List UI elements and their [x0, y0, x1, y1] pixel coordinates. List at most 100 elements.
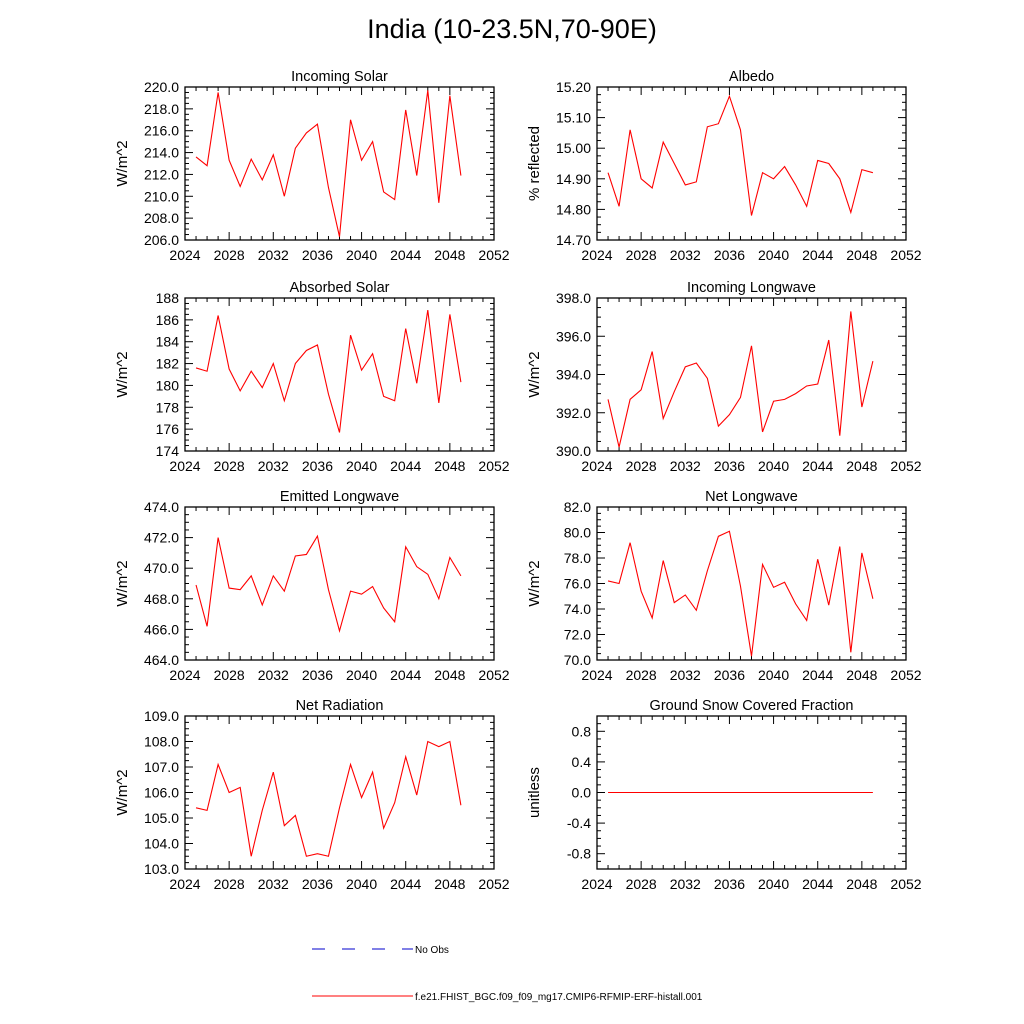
- y-tick-label: 212.0: [144, 166, 179, 182]
- plot-frame: [184, 715, 495, 870]
- x-tick-label: 2036: [714, 247, 745, 263]
- chart-panel-8: Ground Snow Covered Fraction unitless 2024…: [526, 698, 922, 892]
- x-tick-label: 2052: [890, 667, 921, 683]
- y-tick-label: 15.20: [556, 79, 591, 95]
- y-tick-label: 76.0: [564, 576, 591, 592]
- x-tick-label: 2036: [714, 458, 745, 474]
- x-tick-label: 2044: [802, 876, 833, 892]
- chart-title: Emitted Longwave: [280, 489, 399, 505]
- x-tick-label: 2024: [581, 876, 612, 892]
- x-tick-label: 2028: [626, 876, 657, 892]
- y-axis-label: W/m^2: [526, 560, 543, 606]
- y-tick-label: 70.0: [564, 652, 591, 668]
- legend-label: f.e21.FHIST_BGC.f09_f09_mg17.CMIP6-RFMIP…: [415, 992, 703, 1003]
- y-tick-label: 206.0: [144, 232, 179, 248]
- x-tick-label: 2024: [169, 876, 200, 892]
- chart-title: Ground Snow Covered Fraction: [650, 698, 854, 714]
- x-tick-label: 2028: [626, 667, 657, 683]
- y-tick-label: 184: [156, 334, 180, 350]
- y-tick-label: 14.90: [556, 171, 591, 187]
- x-tick-label: 2044: [390, 667, 421, 683]
- x-tick-label: 2044: [390, 247, 421, 263]
- y-tick-label: 220.0: [144, 79, 179, 95]
- x-tick-label: 2032: [258, 458, 289, 474]
- x-tick-label: 2036: [302, 876, 333, 892]
- x-tick-label: 2024: [581, 458, 612, 474]
- x-tick-label: 2052: [478, 876, 509, 892]
- y-axis-label: W/m^2: [114, 560, 131, 606]
- chart-title: Net Radiation: [296, 698, 384, 714]
- chart-title: Net Longwave: [705, 489, 798, 505]
- y-tick-label: -0.4: [567, 815, 591, 831]
- y-tick-label: 74.0: [564, 601, 591, 617]
- chart-panel-4: Incoming Longwave W/m^2 2024 2028 2032 2036 20…: [526, 280, 922, 474]
- y-tick-label: 216.0: [144, 123, 179, 139]
- x-tick-label: 2044: [390, 458, 421, 474]
- plot-frame: [596, 297, 907, 452]
- y-tick-label: 208.0: [144, 210, 179, 226]
- x-tick-label: 2032: [258, 667, 289, 683]
- x-tick-label: 2032: [258, 876, 289, 892]
- y-tick-label: 15.10: [556, 110, 591, 126]
- series-line: [607, 530, 874, 657]
- y-tick-label: 108.0: [144, 734, 179, 750]
- y-tick-label: 178: [156, 399, 180, 415]
- x-tick-label: 2044: [390, 876, 421, 892]
- plot-frame: [184, 506, 495, 661]
- y-tick-label: 109.0: [144, 708, 179, 724]
- x-tick-label: 2048: [846, 247, 877, 263]
- y-tick-label: 174: [156, 443, 180, 459]
- y-tick-label: 218.0: [144, 101, 179, 117]
- x-tick-label: 2036: [714, 876, 745, 892]
- x-tick-label: 2048: [434, 247, 465, 263]
- series-line: [607, 311, 874, 448]
- x-tick-label: 2028: [214, 667, 245, 683]
- x-tick-label: 2032: [670, 876, 701, 892]
- x-tick-label: 2052: [890, 247, 921, 263]
- y-tick-label: 472.0: [144, 530, 179, 546]
- x-tick-label: 2028: [214, 458, 245, 474]
- x-tick-label: 2052: [478, 458, 509, 474]
- y-tick-label: 107.0: [144, 759, 179, 775]
- y-axis-label: % reflected: [526, 126, 543, 201]
- chart-panel-5: Emitted Longwave W/m^2 2024 2028 2032 2036 204…: [114, 489, 510, 683]
- x-tick-label: 2024: [169, 247, 200, 263]
- y-tick-label: 470.0: [144, 560, 179, 576]
- x-tick-label: 2036: [714, 667, 745, 683]
- y-axis-label: unitless: [526, 767, 543, 818]
- chart-panel-2: Albedo % reflected 2024 2028 2032 2036 2040 204…: [526, 69, 922, 263]
- y-tick-label: 474.0: [144, 499, 179, 515]
- x-tick-label: 2024: [169, 458, 200, 474]
- x-tick-label: 2032: [670, 667, 701, 683]
- plot-frame: [184, 86, 495, 241]
- x-tick-label: 2036: [302, 247, 333, 263]
- x-tick-label: 2048: [846, 667, 877, 683]
- y-axis-label: W/m^2: [114, 351, 131, 397]
- x-tick-label: 2052: [890, 458, 921, 474]
- x-tick-label: 2040: [346, 876, 377, 892]
- y-axis-label: W/m^2: [114, 140, 131, 186]
- chart-title: Incoming Solar: [291, 69, 388, 85]
- x-tick-label: 2040: [758, 667, 789, 683]
- plot-frame: [596, 506, 907, 661]
- legend-label: No Obs: [415, 945, 449, 956]
- y-tick-label: -0.8: [567, 846, 591, 862]
- y-tick-label: 186: [156, 312, 180, 328]
- x-tick-label: 2024: [581, 667, 612, 683]
- y-tick-label: 188: [156, 290, 180, 306]
- y-tick-label: 106.0: [144, 785, 179, 801]
- x-tick-label: 2052: [890, 876, 921, 892]
- y-tick-label: 0.4: [572, 754, 592, 770]
- x-tick-label: 2048: [846, 876, 877, 892]
- chart-panel-7: Net Radiation W/m^2 2024 2028 2032 2036 2040 20…: [114, 698, 510, 892]
- x-tick-label: 2024: [581, 247, 612, 263]
- x-tick-label: 2040: [758, 247, 789, 263]
- x-tick-label: 2044: [802, 667, 833, 683]
- y-tick-label: 105.0: [144, 810, 179, 826]
- y-tick-label: 15.00: [556, 140, 591, 156]
- series-line: [195, 90, 462, 237]
- y-axis-label: W/m^2: [526, 351, 543, 397]
- y-tick-label: 72.0: [564, 627, 591, 643]
- x-tick-label: 2040: [758, 458, 789, 474]
